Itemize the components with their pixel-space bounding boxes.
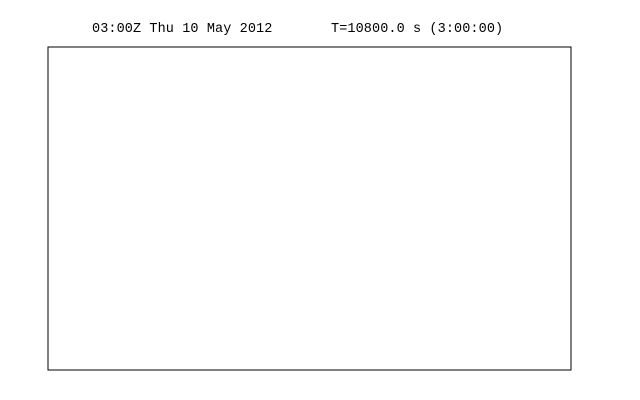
svg-text:T=10800.0 s (3:00:00): T=10800.0 s (3:00:00) (331, 22, 503, 37)
svg-text:03:00Z Thu 10 May 2012: 03:00Z Thu 10 May 2012 (92, 22, 272, 37)
